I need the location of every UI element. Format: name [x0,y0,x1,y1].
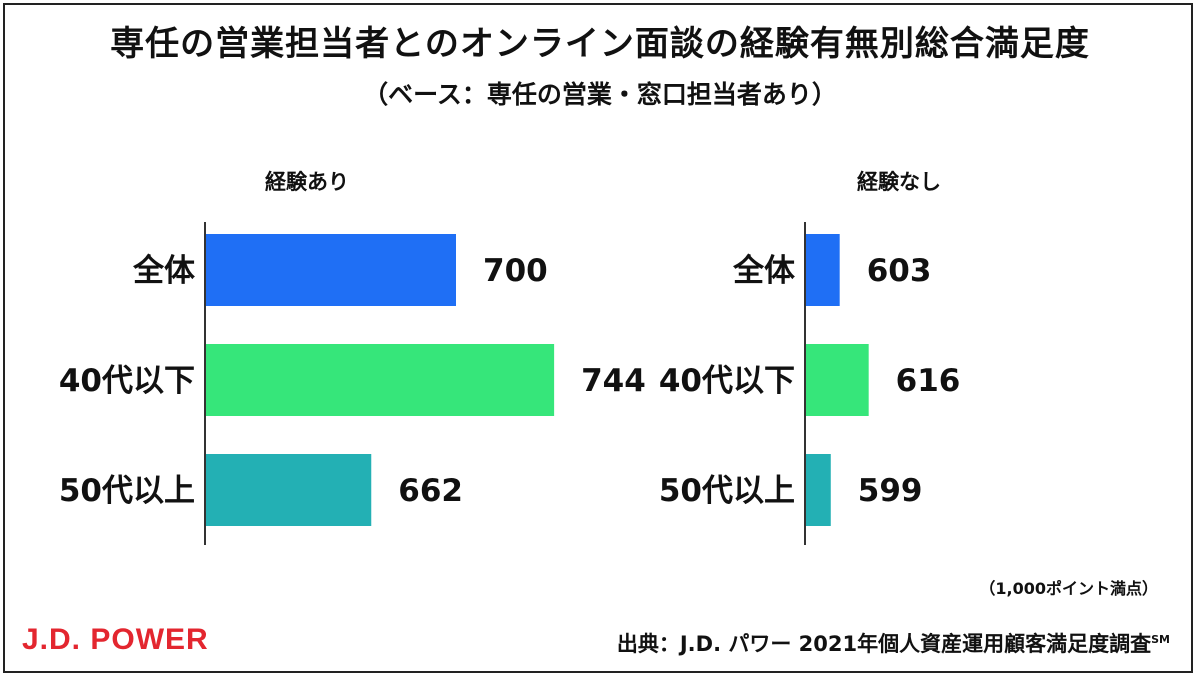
data-label: 700 [483,253,548,289]
data-label: 603 [867,253,932,289]
data-label: 599 [858,473,923,509]
data-label: 662 [398,473,463,509]
data-label: 616 [896,363,961,399]
source-note: 出典：J.D. パワー 2021年個人資産運用顧客満足度調査SM [617,628,1170,658]
bar [206,234,456,306]
panel-title-experienced: 経験あり [265,170,349,194]
jd-power-logo: J.D. POWER [22,623,209,656]
bar [806,344,869,416]
chart-subtitle: （ベース：専任の営業・窓口担当者あり） [363,80,837,109]
panel-title-not-experienced: 経験なし [857,170,941,194]
bar [806,234,840,306]
category-label: 全体 [132,253,195,289]
unit-note: （1,000ポイント満点） [979,579,1158,598]
category-label: 40代以下 [659,363,795,399]
data-label: 744 [581,363,646,399]
bar [206,344,555,416]
bar [806,454,831,526]
category-label: 全体 [732,253,795,289]
chart-frame [3,3,1193,673]
category-label: 50代以上 [659,473,795,509]
chart-title: 専任の営業担当者とのオンライン面談の経験有無別総合満足度 [110,24,1090,64]
source-text: 出典：J.D. パワー 2021年個人資産運用顧客満足度調査 [616,632,1152,656]
service-mark: SM [1151,633,1170,646]
category-label: 50代以上 [59,473,195,509]
category-label: 40代以下 [59,363,195,399]
bar [206,454,372,526]
